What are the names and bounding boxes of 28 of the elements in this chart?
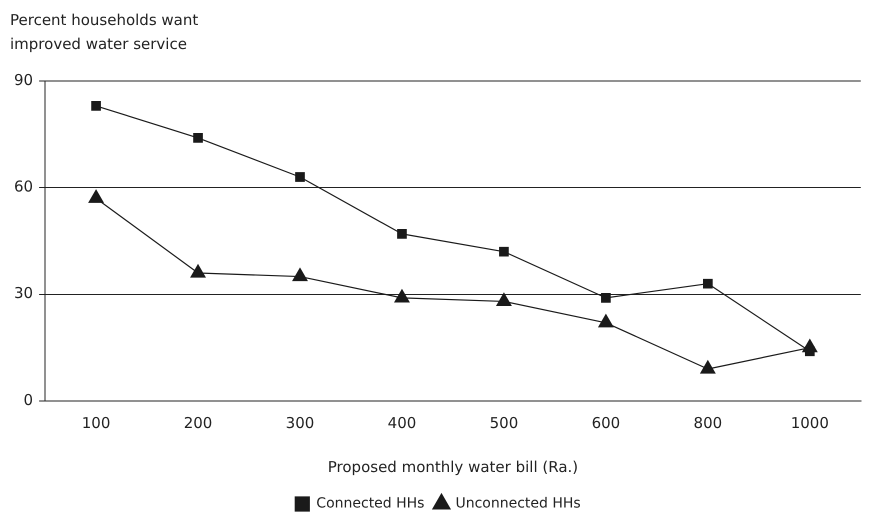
x-tick-label: 600 xyxy=(592,414,620,432)
point xyxy=(394,289,410,302)
x-tick-label: 1000 xyxy=(790,414,829,432)
point xyxy=(700,360,716,374)
point xyxy=(292,268,308,282)
legend-label: Unconnected HHs xyxy=(455,496,581,512)
point xyxy=(499,246,509,257)
point xyxy=(598,314,614,328)
point xyxy=(496,292,512,306)
point xyxy=(91,101,101,111)
x-tick-label: 200 xyxy=(184,414,212,432)
y-axis-title: Percent households want improved water service xyxy=(9,10,200,55)
x-tick-label: 100 xyxy=(82,414,110,432)
y-tick-label: 0 xyxy=(24,390,34,409)
point xyxy=(190,264,206,278)
legend-label: Connected HHs xyxy=(316,496,424,512)
y-tick-label: 30 xyxy=(14,284,34,302)
point xyxy=(193,133,203,143)
x-axis-title: Proposed monthly water bill (Ra.) xyxy=(328,458,578,476)
point xyxy=(397,229,407,239)
y-tick-label: 60 xyxy=(14,178,34,196)
point xyxy=(703,278,713,289)
x-tick-label: 800 xyxy=(694,414,722,432)
x-tick-label: 500 xyxy=(490,414,518,432)
point xyxy=(295,172,305,182)
y-tick-label: 90 xyxy=(14,70,34,89)
x-tick-label: 300 xyxy=(286,414,314,432)
x-tick-label: 400 xyxy=(388,414,416,432)
